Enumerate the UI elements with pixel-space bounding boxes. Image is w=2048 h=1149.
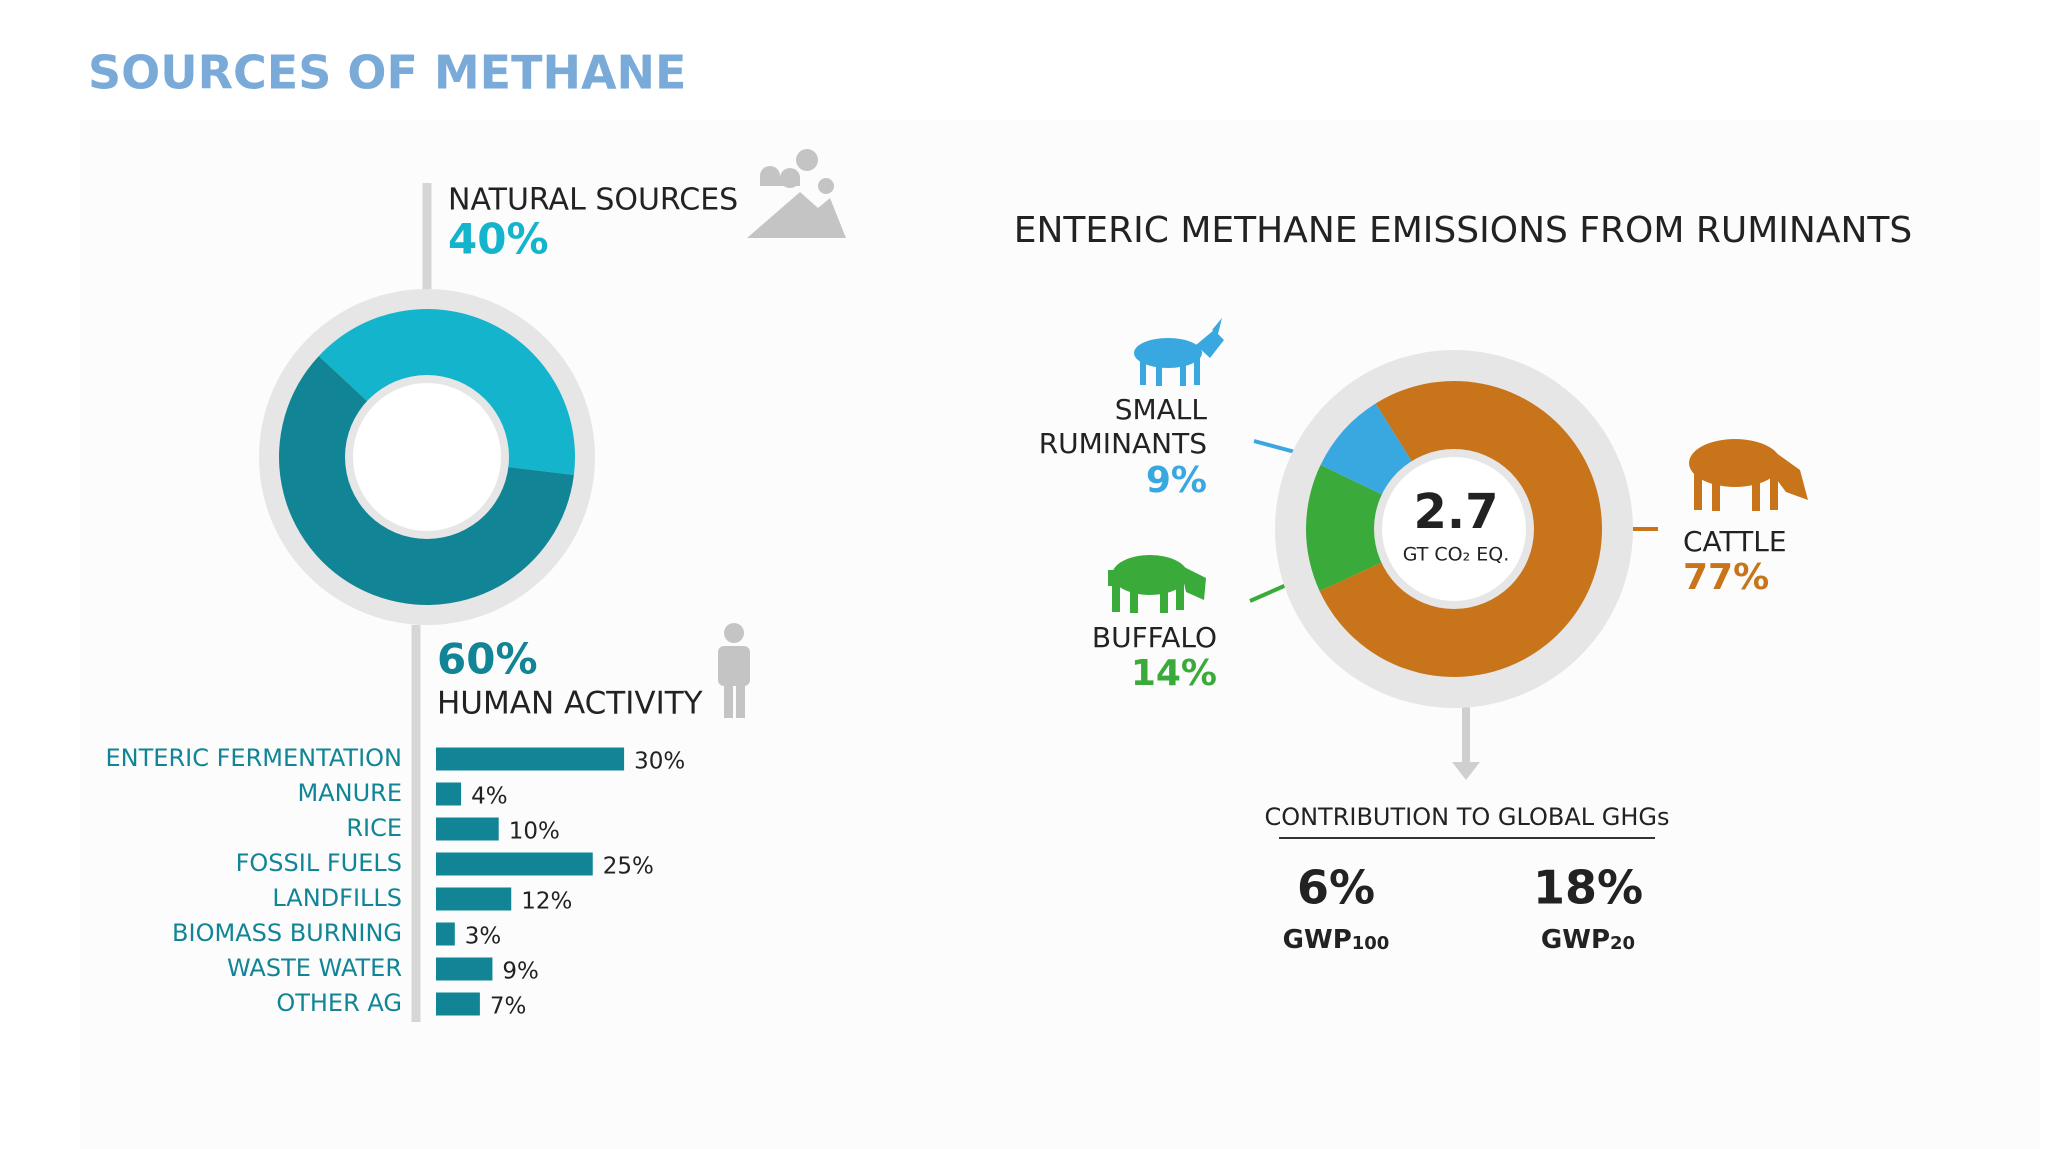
metric-name: GWP — [1541, 925, 1610, 955]
slide-title: SOURCES OF METHANE — [88, 46, 686, 100]
nature-icon — [747, 149, 846, 238]
donut-segment — [279, 356, 574, 605]
ghg-value: 18% — [1533, 861, 1643, 915]
category-label: BUFFALO — [1092, 621, 1217, 654]
category-label: BIOMASS BURNING — [172, 919, 402, 947]
goat-icon — [1134, 318, 1224, 386]
donut-segment — [1320, 403, 1415, 498]
bar — [436, 852, 593, 876]
category-label: CATTLE — [1683, 525, 1787, 558]
metric-name: GWP — [1283, 925, 1352, 955]
value-label: 14% — [1131, 653, 1217, 694]
label-line: SMALL — [1115, 393, 1208, 426]
donut-segment — [1306, 465, 1388, 592]
chart-title: ENTERIC METHANE EMISSIONS FROM RUMINANTS — [1014, 210, 1912, 251]
donut-segment — [318, 308, 576, 476]
ghg-metric: GWP100 — [1283, 925, 1390, 955]
value-label: 10% — [509, 819, 560, 845]
value-label: 9% — [502, 959, 539, 985]
category-label: FOSSIL FUELS — [236, 849, 402, 877]
value-label: 25% — [603, 854, 654, 880]
bar — [436, 782, 462, 806]
bar — [436, 887, 512, 911]
value-label: 4% — [471, 784, 508, 810]
value-label: 7% — [490, 994, 527, 1020]
category-label: RICE — [346, 814, 402, 842]
category-label: OTHER AG — [276, 989, 402, 1017]
category-label: WASTE WATER — [227, 954, 402, 982]
bar — [436, 747, 625, 771]
value-label: 40% — [448, 215, 549, 264]
category-label: MANURE — [298, 779, 402, 807]
category-label: ENTERIC FERMENTATION — [106, 744, 402, 772]
metric-sub: 20 — [1610, 933, 1635, 954]
arrow-head — [1452, 762, 1480, 780]
category-label: SMALL RUMINANTS — [1039, 393, 1208, 460]
value-label: 30% — [634, 749, 685, 775]
value-label: 12% — [521, 889, 572, 915]
category-label: HUMAN ACTIVITY — [437, 686, 703, 722]
label-line: RUMINANTS — [1039, 427, 1207, 460]
buffalo-icon — [1108, 555, 1206, 613]
bar — [436, 957, 493, 981]
ghg-value: 6% — [1297, 861, 1375, 915]
ghg-metric: GWP20 — [1541, 925, 1635, 955]
metric-sub: 100 — [1352, 933, 1390, 954]
value-label: 9% — [1146, 460, 1207, 501]
bar — [436, 992, 480, 1016]
person-icon — [718, 623, 750, 718]
value-label: 77% — [1683, 557, 1769, 598]
value-label: 3% — [465, 924, 502, 950]
donut-hole — [1382, 457, 1526, 601]
category-label: LANDFILLS — [272, 884, 402, 912]
donut-hole — [353, 383, 501, 531]
bar — [436, 817, 499, 841]
center-value: 2.7 — [1413, 484, 1498, 540]
bar — [436, 922, 455, 946]
center-label: GT CO₂ EQ. — [1403, 544, 1510, 566]
category-label: NATURAL SOURCES — [448, 183, 738, 218]
value-label: 60% — [437, 635, 538, 684]
contribution-title: CONTRIBUTION TO GLOBAL GHGs — [1264, 803, 1669, 831]
donut-segment — [1319, 381, 1602, 677]
cattle-icon — [1689, 439, 1808, 511]
